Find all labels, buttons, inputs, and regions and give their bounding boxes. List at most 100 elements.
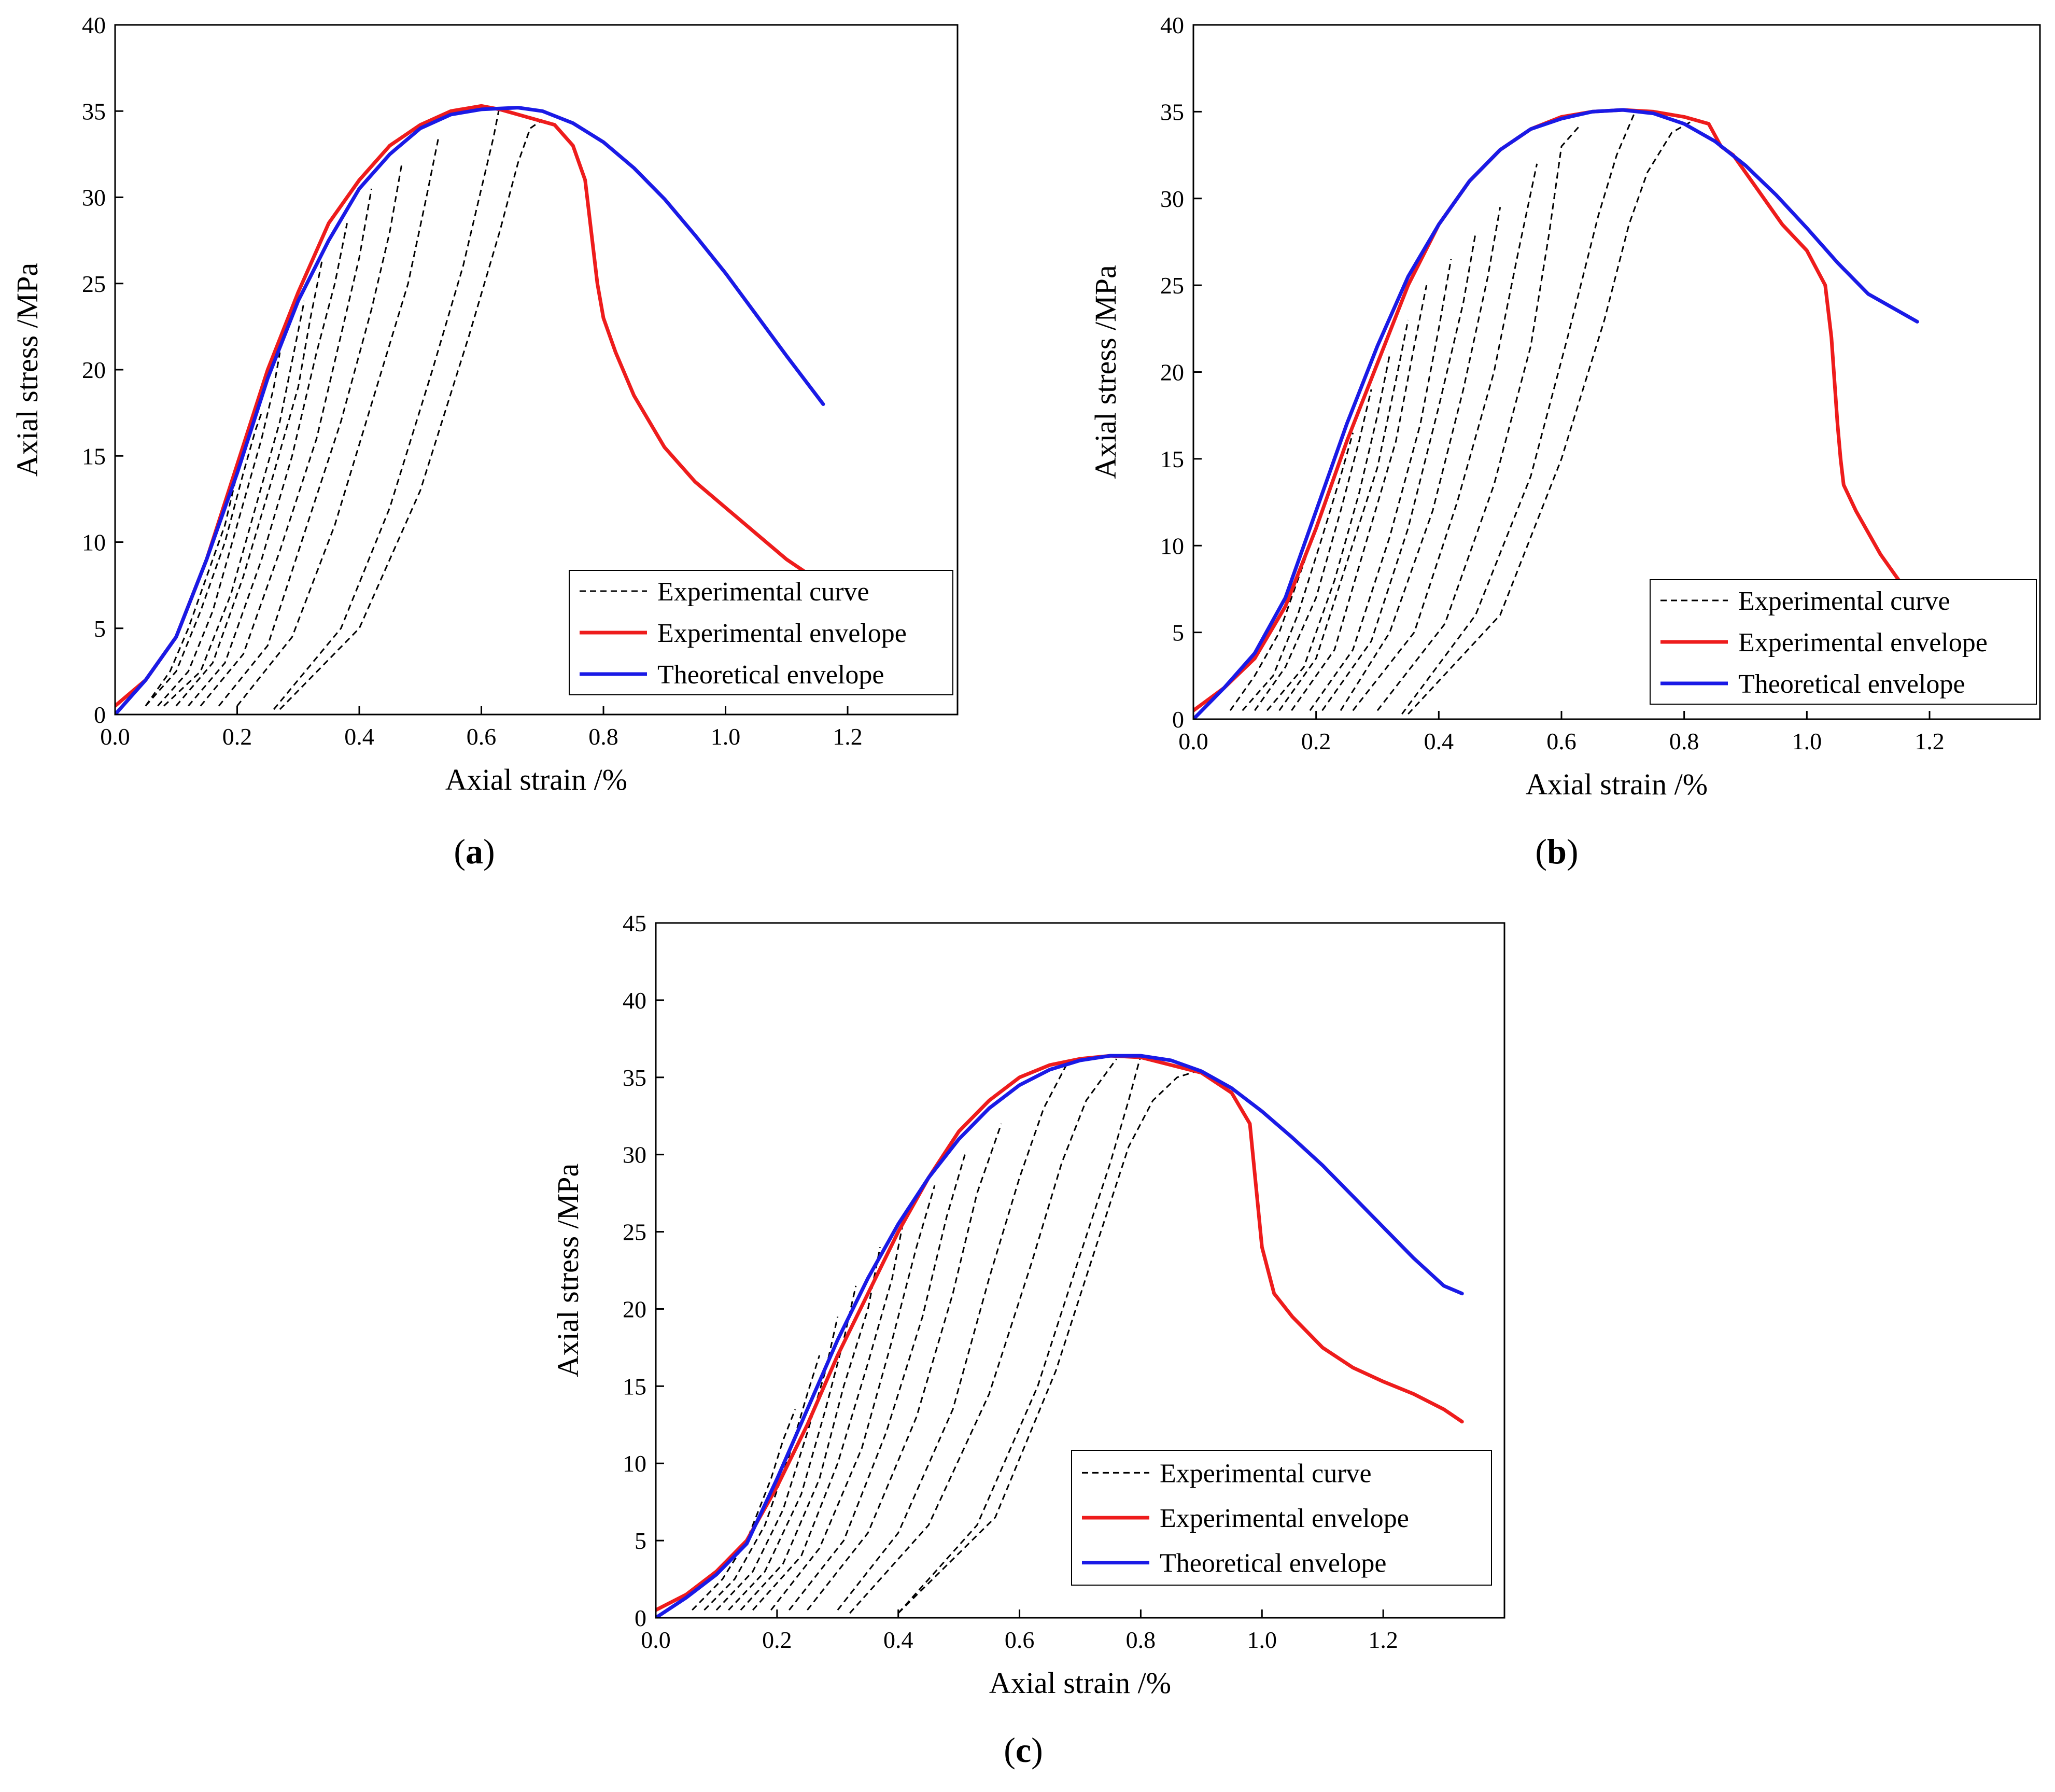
- legend-label-theoretical-envelope: Theoretical envelope: [1738, 669, 1965, 699]
- panel-c-legend: Experimental curve Experimental envelope…: [1071, 1450, 1492, 1586]
- x-tick-label: 0.2: [222, 723, 252, 750]
- y-tick-label: 25: [82, 271, 106, 297]
- panel-b-label: (b): [1535, 832, 1578, 871]
- panel-b-xlabel: Axial strain /%: [1526, 767, 1708, 801]
- y-tick-label: 40: [1160, 12, 1184, 38]
- y-tick-label: 10: [623, 1450, 646, 1477]
- legend-label-theoretical-envelope: Theoretical envelope: [657, 660, 884, 690]
- experimental-curve-loop: [1254, 389, 1372, 711]
- experimental-curve-loop: [897, 1055, 1142, 1614]
- panel-b-plot-area: [1193, 108, 1919, 719]
- x-tick-label: 0.8: [1669, 728, 1699, 754]
- experimental-curve-loop: [1309, 259, 1452, 711]
- experimental-curve-loop: [897, 1069, 1202, 1614]
- experimental-curve-loop: [188, 223, 348, 707]
- experimental-curve-loop: [740, 1247, 881, 1611]
- legend-label-experimental-envelope: Experimental envelope: [657, 619, 907, 648]
- y-tick-label: 30: [1160, 186, 1184, 212]
- panel-a: 0.0 0.2 0.4 0.6 0.8 1.0 1.2 0 5 10 15 20 25 30 35 40 Ax…: [10, 12, 959, 871]
- x-tick-label: 0.4: [1424, 728, 1454, 754]
- experimental-curve-loop: [145, 412, 263, 707]
- y-tick-label: 15: [623, 1373, 646, 1399]
- y-tick-label: 20: [82, 357, 106, 383]
- experimental-curve-loop: [273, 106, 501, 710]
- panel-b-ticks: 0.0 0.2 0.4 0.6 0.8 1.0 1.2 0 5 10 15 20 25 30 35 40: [1160, 12, 1945, 754]
- experimental-curve-loop: [692, 1409, 796, 1611]
- x-tick-label: 0.0: [641, 1627, 671, 1653]
- panel-c-ticks: 0.0 0.2 0.4 0.6 0.8 1.0 1.2 0 5 10 15 20 25 30 35 40 45: [623, 910, 1398, 1653]
- experimental-curve-loop: [236, 136, 440, 707]
- legend-label-experimental-curve: Experimental curve: [657, 577, 869, 607]
- experimental-curve-loop: [715, 1316, 839, 1611]
- experimental-curve-loop: [145, 473, 238, 707]
- experimental-curve-loop: [703, 1355, 821, 1611]
- x-tick-label: 0.0: [100, 723, 130, 750]
- x-tick-label: 1.0: [711, 723, 741, 750]
- experimental-curve-loop: [1266, 354, 1391, 711]
- x-tick-label: 0.4: [344, 723, 374, 750]
- x-tick-label: 1.2: [1368, 1627, 1398, 1653]
- y-tick-label: 0: [94, 702, 106, 728]
- legend-label-theoretical-envelope: Theoretical envelope: [1160, 1549, 1386, 1578]
- experimental-curve-loop: [200, 188, 373, 707]
- theoretical-envelope-line: [1193, 108, 1919, 719]
- x-tick-label: 0.6: [1546, 728, 1577, 754]
- y-tick-label: 0: [1172, 706, 1184, 733]
- y-tick-label: 10: [1160, 533, 1184, 559]
- experimental-curve-loop: [218, 162, 403, 707]
- x-tick-label: 0.2: [1301, 728, 1331, 754]
- panel-a-xlabel: Axial strain /%: [445, 763, 627, 796]
- y-tick-label: 25: [623, 1219, 646, 1245]
- experimental-curve-loop: [1321, 233, 1476, 711]
- y-tick-label: 40: [82, 12, 106, 38]
- plot-series: [656, 1054, 1464, 1618]
- panel-c-plot-area: [656, 1054, 1464, 1618]
- y-tick-label: 30: [82, 185, 106, 211]
- experimental-curve-loop: [1352, 163, 1538, 711]
- panel-a-ylabel: Axial stress /MPa: [10, 263, 44, 477]
- experimental-curve-loop: [279, 119, 543, 710]
- panel-c: 0.0 0.2 0.4 0.6 0.8 1.0 1.2051015202530354045 …: [551, 910, 1505, 1770]
- y-tick-label: 5: [635, 1528, 646, 1554]
- experimental-curve-loop: [1229, 493, 1329, 711]
- experimental-curve-loop: [163, 300, 305, 707]
- x-tick-label: 0.0: [1178, 728, 1208, 754]
- y-tick-label: 20: [623, 1296, 646, 1322]
- experimental-curve-loop: [1340, 207, 1501, 711]
- theoretical-envelope-line: [115, 106, 825, 715]
- experimental-curve-loop: [1242, 432, 1354, 711]
- legend-label-experimental-curve: Experimental curve: [1738, 586, 1950, 616]
- y-tick-label: 30: [623, 1142, 646, 1168]
- x-tick-label: 0.8: [1126, 1627, 1156, 1653]
- experimental-curve-loop: [837, 1061, 1069, 1611]
- panel-c-label: (c): [1004, 1730, 1043, 1770]
- experimental-curve-loop: [175, 257, 323, 707]
- panel-a-plot-area: [115, 104, 825, 715]
- legend-label-experimental-curve: Experimental curve: [1160, 1459, 1372, 1488]
- y-tick-label: 20: [1160, 359, 1184, 386]
- experimental-curve-loop: [1401, 111, 1636, 715]
- experimental-curve-loop: [157, 352, 281, 707]
- experimental-curve-loop: [849, 1058, 1117, 1614]
- y-tick-label: 35: [623, 1065, 646, 1091]
- experimental-curve-loop: [789, 1154, 966, 1611]
- y-tick-label: 5: [94, 615, 106, 642]
- panel-b-ylabel: Axial stress /MPa: [1089, 265, 1122, 479]
- experimental-curve-loop: [770, 1185, 936, 1611]
- experimental-curve-loop: [1278, 319, 1409, 711]
- y-tick-label: 15: [82, 443, 106, 469]
- panel-b-legend: Experimental curve Experimental envelope…: [1650, 579, 2037, 705]
- experimental-envelope-line: [115, 104, 819, 708]
- y-tick-label: 25: [1160, 272, 1184, 299]
- experimental-curve-loop: [728, 1285, 857, 1611]
- experimental-curve-loop: [1291, 285, 1428, 711]
- x-tick-label: 0.4: [883, 1627, 913, 1653]
- plot-series: [115, 104, 825, 715]
- experimental-curve-loop: [752, 1216, 905, 1611]
- x-tick-label: 1.2: [833, 723, 863, 750]
- panel-a-label: (a): [454, 832, 495, 871]
- legend-label-experimental-envelope: Experimental envelope: [1738, 628, 1988, 657]
- x-tick-label: 1.2: [1915, 728, 1945, 754]
- x-tick-label: 0.8: [588, 723, 618, 750]
